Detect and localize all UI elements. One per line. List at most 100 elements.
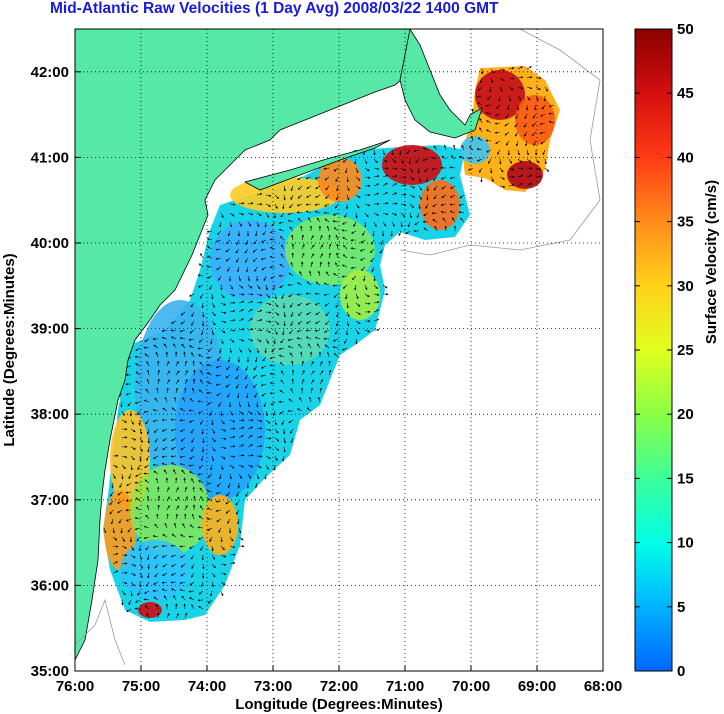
current-vector: [548, 120, 555, 124]
current-vector: [260, 248, 267, 251]
current-vector: [508, 67, 515, 70]
current-vector: [508, 86, 514, 91]
current-vector: [364, 158, 368, 165]
current-vector: [344, 338, 348, 344]
current-vector: [548, 104, 555, 108]
current-vector: [283, 437, 286, 444]
x-tick-label: 73:00: [254, 678, 292, 695]
current-vector: [544, 86, 549, 92]
current-vector: [211, 581, 215, 588]
current-vector: [280, 212, 285, 218]
current-vector: [200, 545, 204, 551]
current-vector: [175, 496, 180, 502]
current-vector: [382, 182, 388, 187]
current-vector: [355, 338, 358, 345]
current-vector: [515, 113, 519, 120]
current-vector: [265, 437, 272, 440]
current-vector: [161, 554, 168, 558]
current-vector: [296, 211, 303, 214]
current-vector: [361, 266, 366, 272]
current-vector: [504, 131, 510, 136]
current-vector: [391, 192, 398, 196]
velocity-blob: [175, 360, 265, 500]
current-vector: [350, 247, 357, 250]
current-vector: [246, 392, 249, 399]
current-vector: [166, 370, 171, 376]
current-vector: [164, 522, 168, 529]
current-vector: [130, 455, 135, 461]
current-vector: [301, 252, 305, 259]
current-vector: [391, 212, 398, 216]
current-vector: [332, 346, 339, 349]
current-vector: [335, 234, 339, 241]
current-vector: [471, 135, 474, 142]
current-vector: [119, 482, 123, 489]
current-vector: [373, 183, 380, 187]
current-vector: [526, 158, 532, 163]
current-vector: [229, 329, 236, 332]
current-vector: [166, 612, 170, 619]
current-vector: [207, 527, 213, 531]
current-vector: [210, 338, 213, 345]
current-vector: [121, 536, 125, 542]
current-vector: [207, 401, 213, 405]
current-vector: [355, 320, 361, 325]
current-vector: [544, 167, 550, 172]
current-vector: [117, 500, 123, 504]
current-vector: [496, 104, 501, 110]
current-vector: [280, 253, 285, 259]
colorbar-tick-label: 35: [677, 214, 694, 231]
current-vector: [458, 211, 465, 214]
current-vector: [443, 144, 447, 151]
current-vector: [155, 603, 159, 610]
current-vector: [280, 379, 285, 385]
current-vector: [244, 257, 249, 263]
current-vector: [238, 444, 245, 448]
current-vector: [180, 446, 186, 451]
current-vector: [215, 365, 222, 369]
current-vector: [229, 338, 235, 343]
current-vector: [489, 86, 492, 93]
current-vector: [198, 590, 204, 595]
current-vector: [260, 383, 267, 387]
current-vector: [264, 473, 267, 480]
current-vector: [227, 482, 231, 489]
current-vector: [540, 140, 546, 145]
current-vector: [256, 464, 262, 469]
current-vector: [189, 419, 195, 423]
current-vector: [342, 254, 348, 259]
current-vector: [220, 302, 227, 306]
current-vector: [359, 248, 366, 252]
colorbar: 0 5 10 15 20 25 30 35 40 45 50 Surface Velocity (c…: [634, 21, 720, 680]
current-vector: [147, 369, 150, 376]
current-vector: [309, 270, 312, 277]
current-vector: [244, 383, 249, 389]
current-vector: [296, 203, 303, 207]
current-vector: [220, 536, 223, 543]
current-vector: [315, 281, 321, 286]
current-vector: [146, 378, 150, 385]
current-vector: [199, 361, 204, 367]
current-vector: [523, 131, 528, 137]
current-vector: [409, 203, 414, 208]
current-vector: [211, 563, 216, 569]
current-vector: [296, 293, 303, 296]
current-vector: [226, 491, 231, 497]
current-vector: [319, 370, 324, 376]
current-vector: [255, 356, 258, 363]
current-vector: [316, 217, 321, 223]
current-vector: [198, 464, 204, 469]
current-vector: [441, 185, 447, 190]
current-vector: [199, 487, 204, 493]
current-vector: [190, 554, 195, 560]
current-vector: [261, 392, 267, 397]
current-vector: [235, 383, 240, 389]
current-vector: [238, 212, 245, 216]
current-vector: [121, 419, 127, 423]
current-vector: [477, 86, 483, 91]
current-vector: [197, 284, 204, 288]
current-vector: [533, 140, 537, 146]
current-vector: [121, 590, 126, 596]
current-vector: [130, 590, 133, 597]
current-vector: [297, 194, 303, 199]
